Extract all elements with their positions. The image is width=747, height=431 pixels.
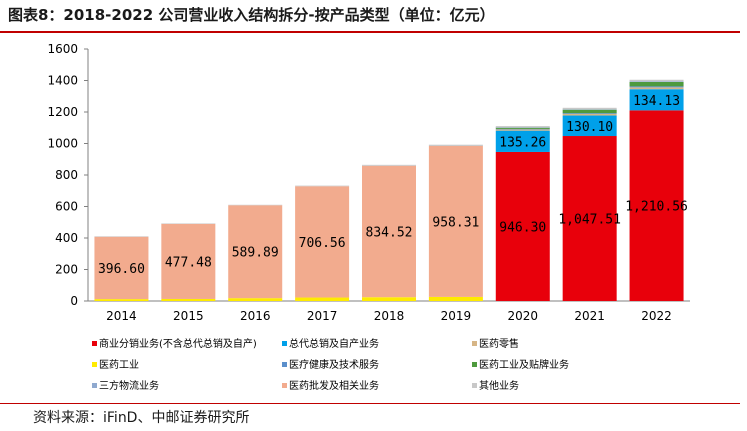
y-tick-label: 600 [55, 200, 78, 214]
bar-segment [228, 205, 283, 299]
data-label: 958.31 [432, 215, 479, 230]
legend-label: 三方物流业务 [99, 379, 159, 392]
source-divider [0, 403, 740, 404]
legend-label: 医疗健康及技术服务 [289, 358, 379, 371]
bar-segment [495, 127, 550, 129]
legend-swatch [282, 362, 287, 367]
legend-label: 医药批发及相关业务 [289, 379, 379, 392]
bar-segment [562, 107, 617, 110]
bar-series [94, 79, 684, 302]
bar-segment [228, 204, 283, 206]
x-tick-label: 2017 [307, 309, 338, 323]
bar-segment [495, 127, 550, 128]
legend-label: 其他业务 [479, 379, 519, 392]
bar-segment [495, 128, 550, 130]
bar-segment [495, 126, 550, 128]
legend-swatch [472, 362, 477, 367]
bar-segment [629, 86, 684, 88]
y-axis: 0 200 400 600 800 1000 1200 1400 1600 [47, 42, 89, 308]
data-label: 477.48 [165, 255, 212, 270]
legend-swatch [472, 383, 477, 388]
x-tick-label: 2020 [508, 309, 539, 323]
data-label: 1,047.51 [558, 213, 621, 228]
bar-segment [562, 113, 617, 114]
legend-label: 医药工业及贴牌业务 [479, 358, 569, 371]
data-label: 834.52 [366, 226, 413, 241]
bar-segment [562, 115, 617, 137]
data-label: 1,210.56 [625, 200, 688, 215]
bar-segment [495, 130, 550, 152]
bar-segment [295, 185, 350, 187]
legend-swatch [472, 341, 477, 346]
title-divider [0, 31, 740, 33]
legend-swatch [282, 383, 287, 388]
data-label: 589.89 [232, 246, 279, 261]
data-labels: 396.60 477.48 589.89 706.56 834.52 958.31 946.… [98, 94, 688, 277]
legend-swatch [282, 341, 287, 346]
x-tick-label: 2021 [574, 309, 605, 323]
bar-segment [629, 79, 684, 82]
legend-swatch [92, 383, 97, 388]
y-tick-label: 400 [55, 231, 78, 245]
data-label: 134.13 [633, 94, 680, 109]
bar-segment [562, 113, 617, 116]
y-tick-label: 0 [70, 294, 78, 308]
bar-segment [362, 165, 416, 298]
bar-segment [629, 110, 684, 302]
x-axis: 2014 2015 2016 2017 2018 2019 2020 2021 2022 [88, 300, 690, 323]
bar-segment [295, 297, 350, 301]
figure-title: 图表8：2018-2022 公司营业收入结构拆分-按产品类型（单位：亿元） [8, 6, 495, 24]
data-label: 135.26 [499, 135, 546, 150]
data-label: 130.10 [566, 120, 613, 135]
bar-segment [362, 297, 416, 301]
bar-segment [94, 236, 149, 237]
bar-segment [295, 186, 350, 298]
legend-swatch [92, 362, 97, 367]
x-tick-label: 2014 [106, 309, 137, 323]
data-label: 946.30 [499, 220, 546, 235]
y-tick-label: 800 [55, 168, 78, 182]
bar-segment [495, 129, 550, 131]
bar-segment [562, 136, 617, 301]
legend-label: 医药零售 [479, 337, 519, 350]
legend-swatch [92, 341, 97, 346]
y-tick-label: 1600 [47, 42, 78, 56]
bar-segment [562, 109, 617, 110]
bar-segment [94, 299, 149, 301]
data-label: 706.56 [299, 236, 346, 251]
x-tick-label: 2022 [641, 309, 672, 323]
y-tick-label: 1200 [47, 105, 78, 119]
bar-segment [629, 81, 684, 87]
bar-segment [562, 109, 617, 114]
y-tick-label: 1400 [47, 74, 78, 88]
source-note: 资料来源：iFinD、中邮证券研究所 [33, 410, 250, 426]
legend-label: 商业分销业务(不含总代总销及自产) [99, 337, 257, 350]
bar-segment [94, 236, 149, 300]
bar-segment [228, 298, 283, 301]
x-tick-label: 2019 [441, 309, 472, 323]
data-label: 396.60 [98, 262, 145, 277]
x-tick-label: 2015 [173, 309, 204, 323]
bar-segment [362, 164, 416, 166]
legend-label: 医药工业 [99, 359, 139, 371]
bar-segment [161, 223, 216, 299]
bar-segment [495, 151, 550, 301]
bar-segment [428, 296, 483, 301]
bar-segment [161, 298, 216, 301]
bar-segment [428, 144, 483, 146]
bar-segment [629, 89, 684, 111]
bar-segment [161, 223, 216, 224]
y-tick-label: 200 [55, 263, 78, 277]
x-tick-label: 2016 [240, 309, 271, 323]
x-tick-label: 2018 [374, 309, 405, 323]
legend-label: 总代总销及自产业务 [289, 337, 379, 350]
bar-segment [428, 145, 483, 297]
bar-segment [629, 87, 684, 90]
bar-segment [629, 81, 684, 82]
y-tick-label: 1000 [47, 137, 78, 151]
